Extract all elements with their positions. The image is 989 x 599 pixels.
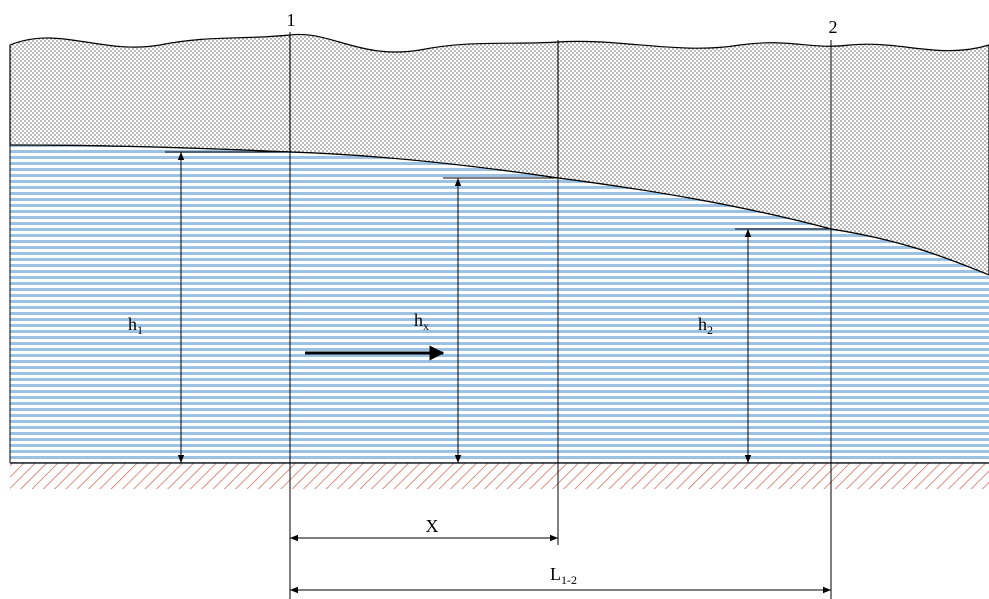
section-label: 1 [287,10,296,30]
subscript: 1 [137,323,143,337]
subscript: 2 [707,323,713,337]
symbol: L [550,564,561,584]
symbol: h [128,314,137,334]
diagram: 1 2 h1 hx h2 X L1-2 [0,0,989,599]
distance-label: L1-2 [550,564,577,587]
symbol: h [698,314,707,334]
section-label: 2 [829,17,838,37]
bed [10,463,989,489]
distance-label: X [426,516,439,536]
symbol: h [414,310,423,330]
subscript: 1-2 [561,573,577,587]
subscript: x [423,319,429,333]
